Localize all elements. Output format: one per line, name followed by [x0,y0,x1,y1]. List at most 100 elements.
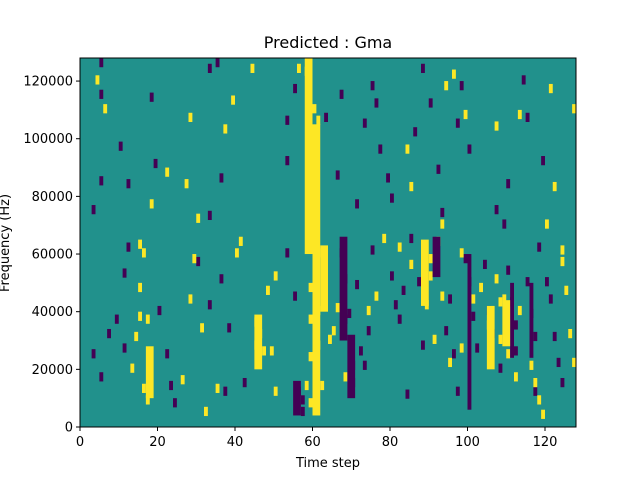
heatmap-cell-high [572,357,576,368]
heatmap-cell-high [343,372,348,382]
heatmap-cell-low [409,233,414,244]
heatmap-cell-low [541,156,545,166]
heatmap-cell-high [142,248,146,258]
heatmap-cell-low [502,219,507,229]
heatmap-cell-high [138,311,142,321]
heatmap-cell-low [107,328,111,339]
heatmap-cell-high [440,219,445,229]
heatmap-cell-low [436,164,441,174]
x-tick-label: 120 [533,435,558,450]
x-axis-label: Time step [295,456,360,471]
heatmap-cell-low [552,331,557,342]
heatmap-cell-high [440,291,445,301]
plot-area [79,57,577,428]
heatmap-cell-high [192,254,197,264]
heatmap-cell-low [428,98,433,108]
heatmap-cell-high [506,349,511,359]
y-tick-label: 20000 [32,363,73,378]
heatmap-cell-low [215,58,220,68]
heatmap-cell-low [421,63,425,73]
heatmap-cell-low [498,363,503,373]
heatmap-cell-low [448,294,452,304]
heatmap-cell-high [312,104,317,114]
heatmap-cell-high [149,199,154,209]
heatmap-cell-high [405,144,410,154]
heatmap-cell-low [165,349,170,359]
heatmap-cell-low [293,83,297,94]
heatmap-band-low [339,236,348,341]
heatmap-cell-low [99,58,104,68]
heatmap-cell-low [207,63,212,73]
heatmap-cell-high [444,81,449,91]
heatmap-cell-high [552,181,557,192]
heatmap-cell-low [525,277,530,287]
heatmap-cell-high [223,124,228,134]
heatmap-cell-high [382,233,387,244]
heatmap-cell-low [494,205,499,215]
heatmap-cell-high [560,256,565,267]
heatmap-cell-low [359,346,363,356]
heatmap-cell-low [548,294,553,304]
x-axis-ticks: 0 20 40 60 80 100 120 [76,427,558,450]
x-tick-label: 40 [227,435,244,450]
heatmap-cell-high [545,219,549,229]
y-tick-label: 120000 [23,75,73,90]
heatmap-cell-low [525,112,530,122]
heatmap-cell-high [409,181,414,192]
heatmap-cell-low [386,173,390,183]
heatmap-cell-high [568,328,573,339]
heatmap-band-high [320,245,328,312]
heatmap-cell-high [308,352,313,362]
heatmap-cell-high [494,274,499,284]
heatmap-cell-low [483,259,487,270]
heatmap-cell-low [335,170,340,180]
heatmap-cell-high [184,179,189,189]
heatmap-cell-low [370,81,375,91]
x-tick-label: 80 [382,435,399,450]
y-tick-label: 60000 [32,248,73,263]
heatmap-cell-high [452,69,456,79]
heatmap-cell-high [494,121,499,131]
heatmap-cell-low [223,386,228,396]
heatmap-cell-high [471,294,476,304]
heatmap-cell-low [99,372,104,382]
heatmap-cell-high [134,331,139,342]
heatmap-cell-low [417,277,421,287]
heatmap-cell-high [328,334,332,344]
heatmap-cell-high [235,248,239,258]
heatmap-cell-high [238,236,243,246]
heatmap-band-high [502,300,511,347]
heatmap-band-low [467,254,472,410]
heatmap-cell-high [374,291,379,301]
heatmap-cell-high [130,363,135,373]
heatmap-cell-low [126,179,131,189]
heatmap-cell-low [293,291,297,301]
heatmap-cell-low [378,144,383,154]
heatmap-cell-high [448,357,452,368]
heatmap-cell-high [266,285,270,295]
heatmap-band-high [421,239,429,306]
heatmap-cell-low [362,360,367,370]
heatmap-cell-low [91,349,96,359]
heatmap-cell-low [413,127,418,137]
heatmap-cell-high [409,259,414,270]
heatmap-cell-high [428,271,433,281]
heatmap-cell-low [207,300,212,310]
heatmap-cell-low [153,158,158,169]
heatmap-cell-low [285,115,290,125]
heatmap-cell-low [459,81,464,91]
heatmap-cell-high [529,360,534,370]
heatmap-cell-high [297,63,301,73]
heatmap-cell-high [331,326,336,336]
heatmap-cell-low [114,314,119,324]
heatmap-cell-high [428,254,433,264]
heatmap-cell-low [99,176,104,186]
heatmap-band-high [312,124,321,416]
x-tick-label: 20 [149,435,166,450]
heatmap-cell-low [514,320,518,330]
heatmap-cell-high [432,334,437,344]
heatmap-cell-high [502,294,507,304]
heatmap-cell-low [533,386,538,396]
heatmap-cell-low [506,179,511,189]
